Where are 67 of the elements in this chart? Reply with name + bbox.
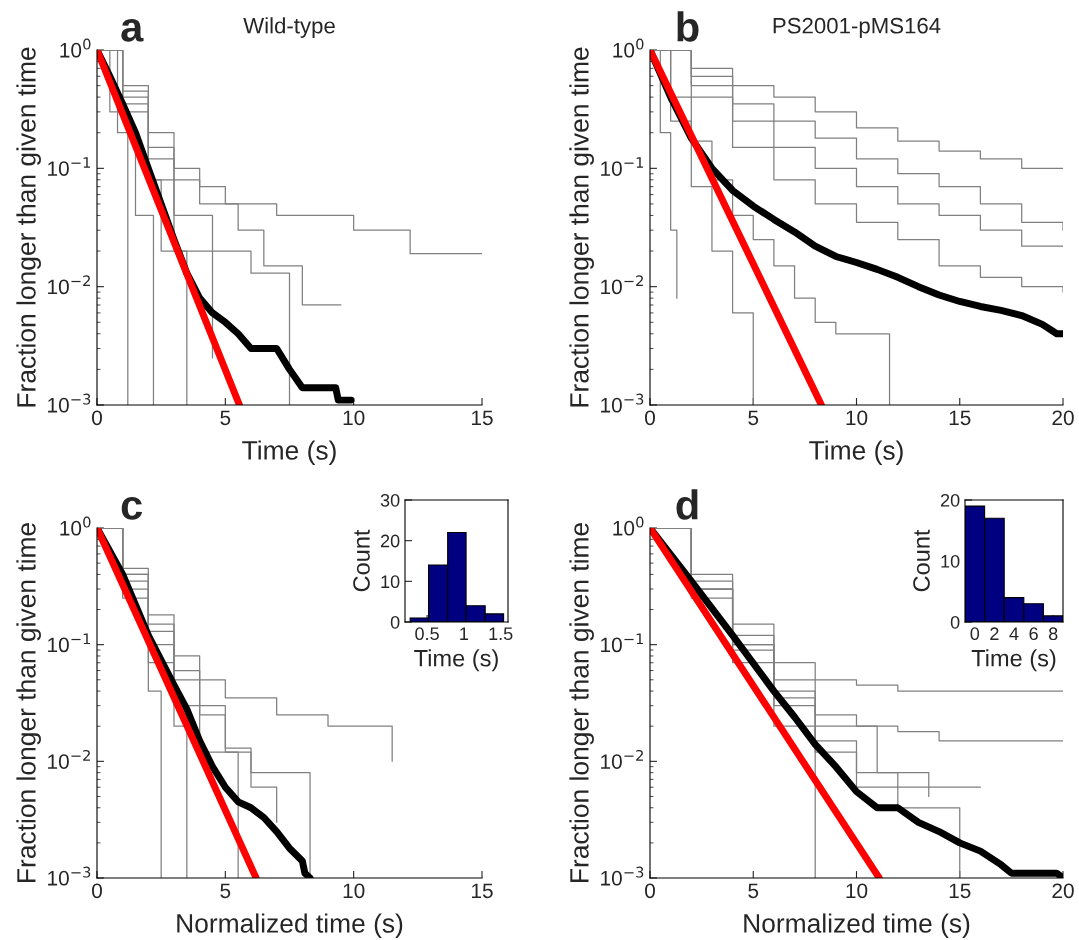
x-tick-label: 0 (645, 883, 655, 899)
y-axis-title: Fraction longer than given time (569, 47, 594, 407)
x-tick-label: 20 (1052, 410, 1074, 426)
x-tick-label: 0 (92, 410, 102, 426)
x-axis-title: Time (s) (971, 649, 1056, 672)
x-tick-label: 0 (92, 883, 102, 899)
y-tick-label: 10$^{−2}$ (48, 275, 90, 295)
x-tick-label: 10 (846, 883, 868, 899)
y-tick-label: 10$^{−3}$ (601, 866, 644, 886)
y-tick-label: 20 (380, 534, 400, 548)
y-tick-label: 20 (940, 493, 960, 507)
x-tick-label: 2 (990, 627, 999, 640)
x-tick-label: 5 (748, 883, 759, 899)
x-tick-label: 5 (220, 883, 231, 899)
y-tick-label: 10 (381, 575, 400, 589)
x-tick-label: 1 (460, 627, 468, 640)
y-tick-label: 10$^{−2}$ (601, 275, 643, 295)
chart-title: PS2001-pMS164 (773, 17, 941, 38)
x-tick-label: 10 (343, 410, 365, 426)
x-tick-label: 15 (472, 883, 493, 899)
y-tick-label: 10$^{−2}$ (48, 749, 90, 769)
text: d (676, 489, 698, 520)
chart-title: Wild-type (243, 17, 335, 38)
x-tick-label: 5 (748, 410, 759, 426)
y-tick-label: 10$^{−3}$ (48, 393, 91, 413)
y-axis-title: Fraction longer than given time (569, 523, 594, 882)
x-tick-label: 4 (1009, 627, 1019, 640)
x-tick-label: 15 (949, 883, 971, 899)
y-tick-label: 10$^{−1}$ (601, 157, 644, 176)
y-tick-label: 10$^{−3}$ (601, 393, 644, 413)
y-axis-title: Count (353, 529, 370, 592)
y-tick-label: 10 (941, 554, 960, 568)
x-axis-title: Normalized time (s) (744, 913, 970, 938)
x-tick-label: 0 (970, 627, 980, 641)
y-tick-label: 0 (390, 615, 400, 629)
x-tick-label: 15 (472, 410, 493, 426)
y-tick-label: 10$^{−3}$ (48, 866, 91, 886)
y-axis-title: Count (913, 529, 930, 592)
x-tick-label: 15 (949, 410, 971, 426)
x-tick-label: 20 (1052, 883, 1074, 899)
y-tick-label: 10$^{−1}$ (601, 633, 644, 653)
y-axis-title: Fraction longer than given time (16, 47, 41, 407)
x-axis-title: Time (s) (242, 440, 336, 465)
y-tick-label: 10$^{0}$ (60, 516, 91, 536)
x-tick-label: 6 (1029, 627, 1038, 641)
x-tick-label: 0.5 (415, 627, 439, 641)
y-tick-label: 10$^{0}$ (60, 38, 91, 58)
y-tick-label: 10$^{−2}$ (601, 749, 643, 769)
y-tick-label: 10$^{−1}$ (48, 157, 91, 176)
x-tick-label: 0 (645, 410, 655, 426)
y-tick-label: 10$^{0}$ (613, 516, 644, 536)
x-tick-label: 1.5 (489, 627, 513, 641)
text: a (121, 18, 144, 42)
x-axis-title: Normalized time (s) (177, 913, 403, 938)
x-tick-label: 10 (846, 410, 868, 426)
y-tick-label: 10$^{−1}$ (48, 633, 91, 653)
y-axis-title: Fraction longer than given time (16, 523, 41, 882)
y-tick-label: 30 (380, 493, 400, 507)
x-tick-label: 8 (1048, 627, 1058, 641)
x-axis-title: Time (s) (414, 649, 498, 672)
y-tick-label: 0 (950, 615, 960, 629)
text: b (677, 11, 699, 42)
y-tick-label: 10$^{0}$ (613, 38, 644, 58)
x-axis-title: Time (s) (809, 440, 903, 465)
x-tick-label: 5 (220, 410, 231, 426)
x-tick-label: 10 (343, 883, 365, 899)
text: c (121, 496, 143, 520)
